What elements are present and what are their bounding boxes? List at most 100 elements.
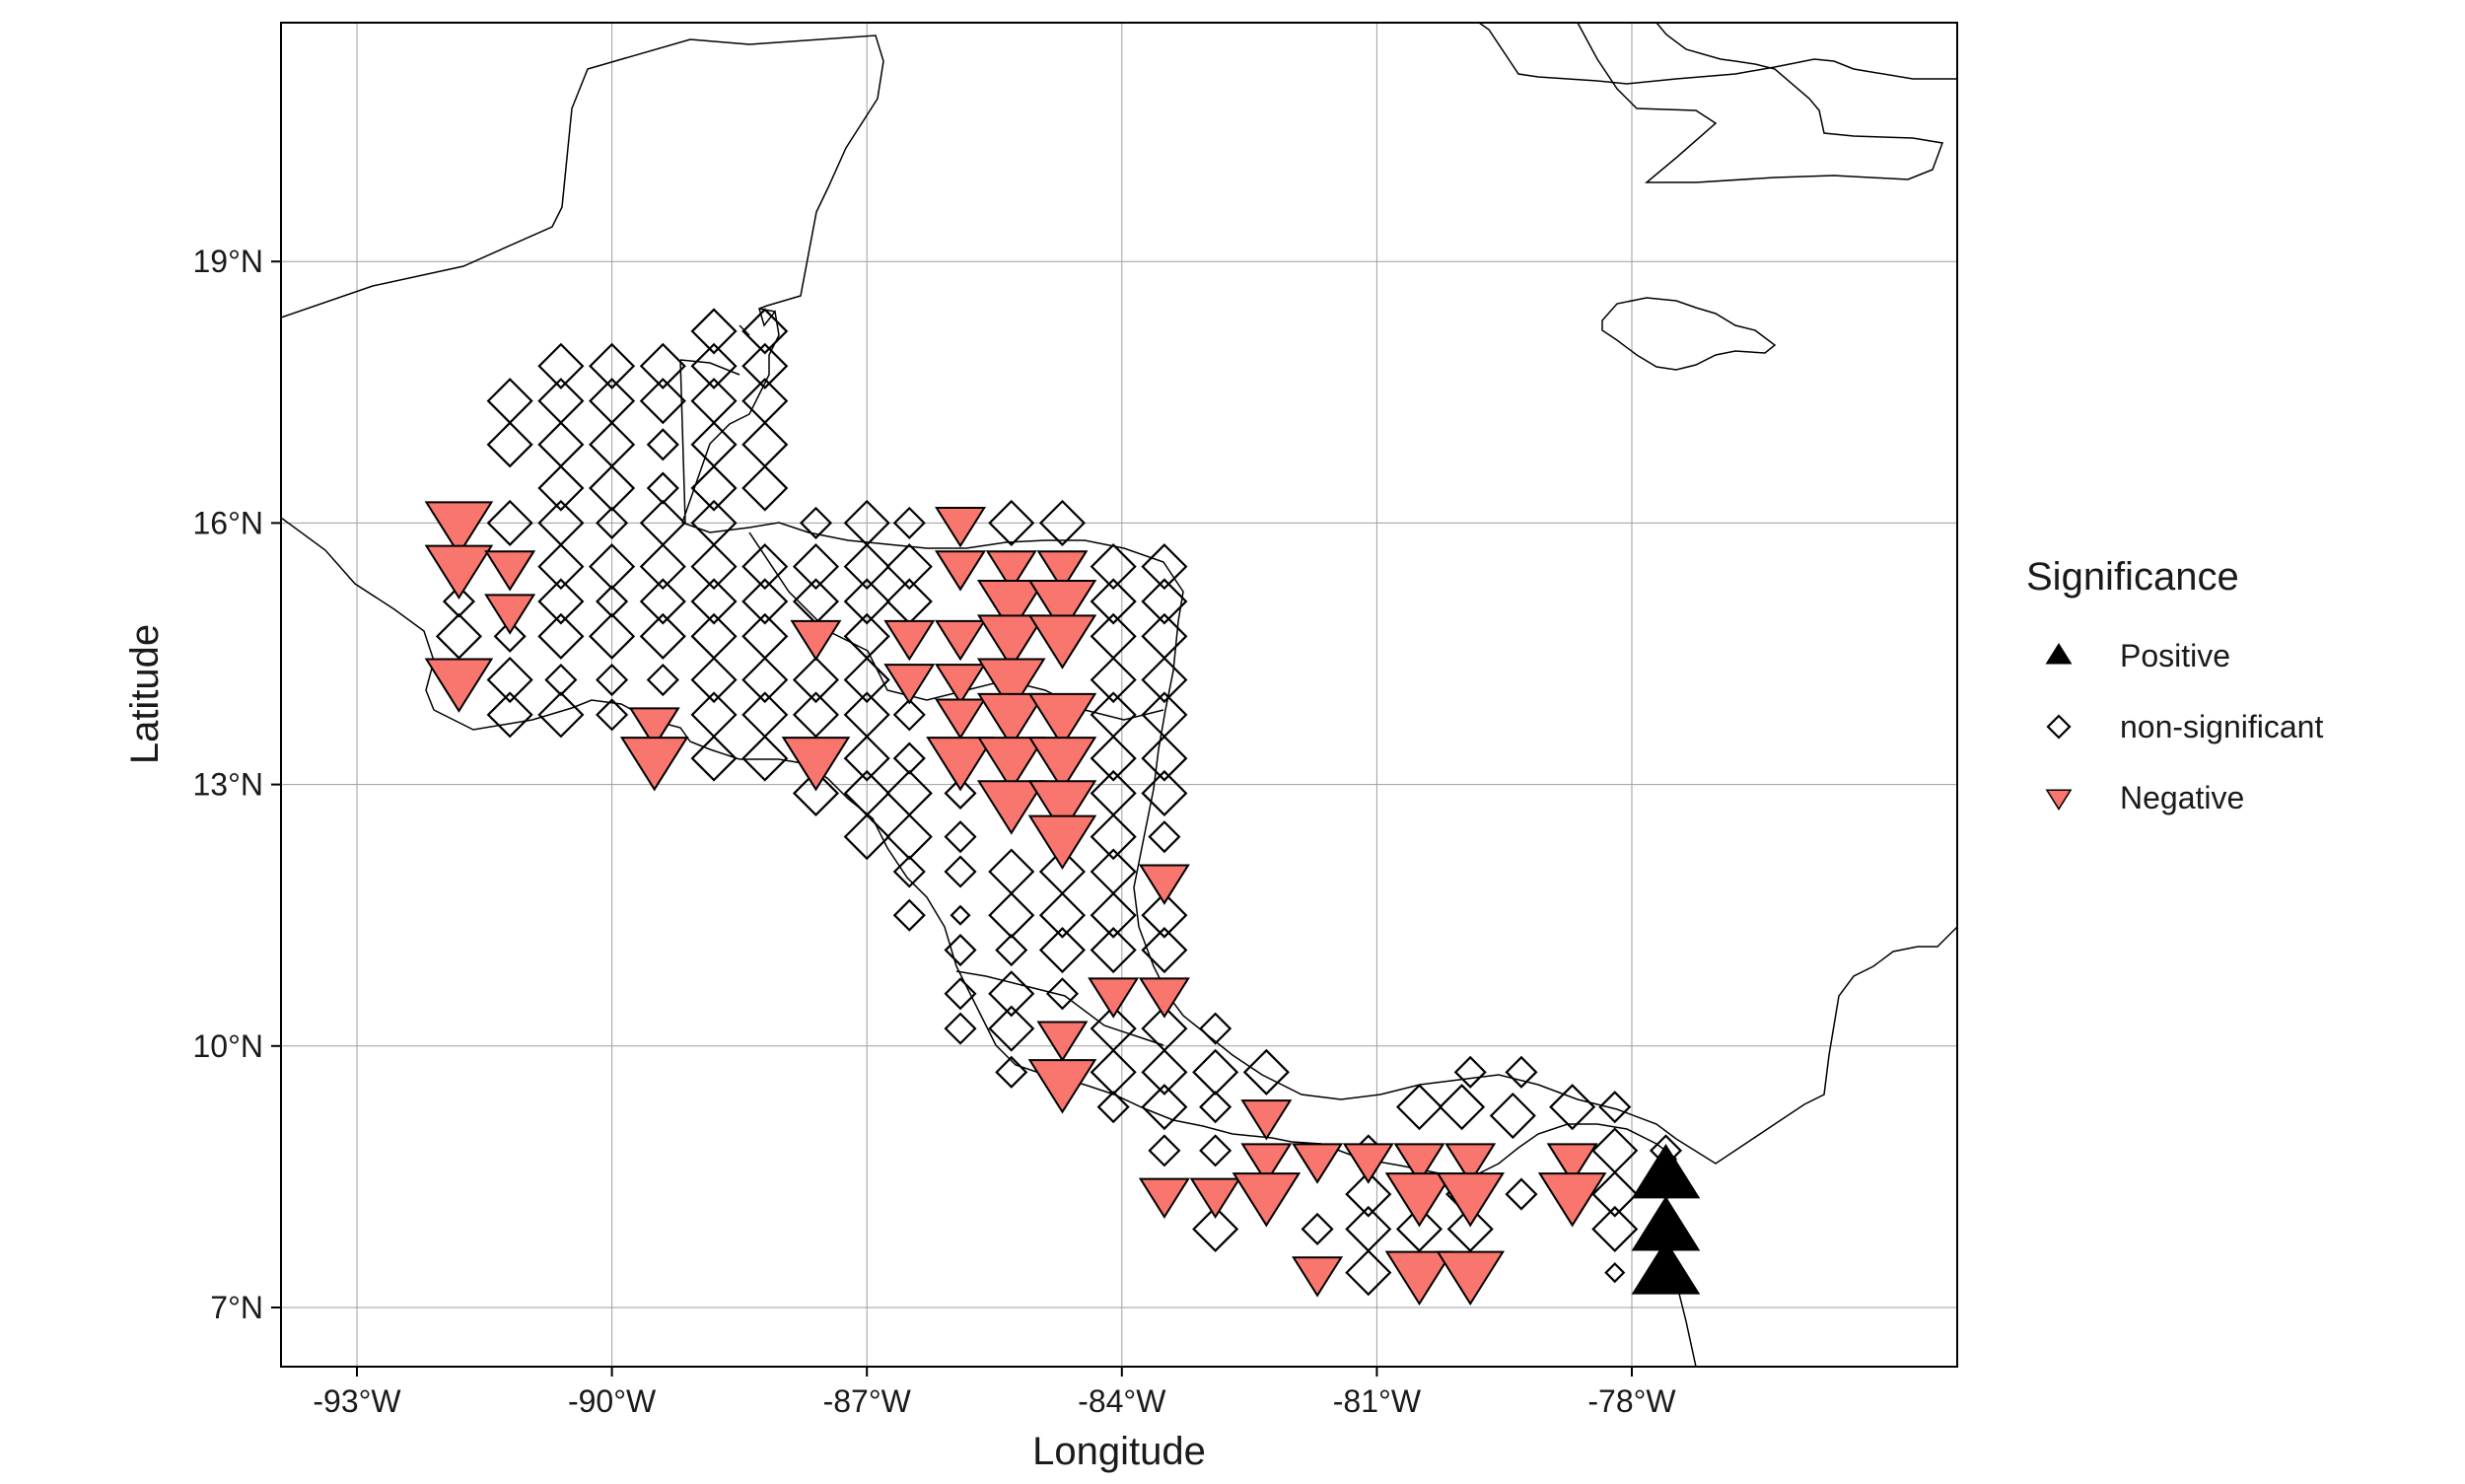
significance-points <box>424 308 1701 1307</box>
non-significant-point <box>944 776 977 810</box>
non-significant-point <box>944 855 977 888</box>
negative-point <box>790 619 842 662</box>
non-significant-point <box>792 656 840 704</box>
negative-point <box>935 698 987 740</box>
plot-panel-border <box>280 22 1958 1368</box>
non-significant-point <box>690 735 738 782</box>
non-significant-point <box>944 1012 977 1045</box>
series-negative <box>424 501 1607 1307</box>
negative-point <box>935 550 987 592</box>
negative-point <box>1027 1059 1097 1114</box>
negative-point <box>926 737 995 792</box>
y-axis-title: Latitude <box>123 624 167 764</box>
series-positive <box>1631 1144 1701 1295</box>
negative-point <box>1292 1256 1344 1298</box>
positive-point <box>1631 1239 1701 1295</box>
non-significant-point <box>1045 977 1080 1011</box>
non-significant-point <box>690 578 738 625</box>
legend-title: Significance <box>2026 555 2239 599</box>
negative-point <box>1393 1143 1445 1184</box>
non-significant-point <box>988 970 1035 1018</box>
y-tick-label: 13°N <box>193 767 264 803</box>
negative-point <box>1342 1143 1394 1184</box>
negative-point <box>976 658 1046 713</box>
negative-point <box>935 507 987 548</box>
non-significant-point <box>596 585 629 618</box>
non-significant-point <box>799 506 833 539</box>
negative-point <box>1384 1172 1454 1228</box>
non-significant-point <box>741 735 789 782</box>
mexico-pacific-coastline <box>281 517 435 711</box>
non-significant-point <box>596 698 629 732</box>
negative-point <box>883 619 936 662</box>
non-significant-point <box>892 742 926 775</box>
non-significant-point <box>1038 927 1087 974</box>
non-significant-point <box>690 464 738 512</box>
negative-point <box>976 614 1046 670</box>
non-significant-point <box>1505 1055 1538 1089</box>
non-significant-point <box>435 612 482 660</box>
non-significant-point <box>892 898 926 932</box>
non-significant-point <box>544 663 578 697</box>
non-significant-point <box>885 543 933 591</box>
non-significant-point <box>1395 1205 1444 1252</box>
legend-key-negative <box>2045 789 2073 811</box>
non-significant-point <box>1096 1091 1130 1124</box>
negative-point <box>1546 1143 1598 1184</box>
negative-point <box>424 658 494 713</box>
legend-label: non-significant <box>2120 709 2323 744</box>
non-significant-point <box>486 421 533 468</box>
non-significant-point <box>1199 1012 1232 1045</box>
non-significant-point <box>537 578 585 625</box>
negative-point <box>484 594 536 635</box>
non-significant-point <box>442 585 475 618</box>
non-significant-point <box>493 619 527 653</box>
non-significant-point <box>1591 1170 1639 1218</box>
non-significant-point <box>1090 891 1137 939</box>
negative-point <box>935 664 987 705</box>
non-significant-point <box>639 578 686 625</box>
non-significant-point <box>537 464 585 512</box>
non-significant-point <box>843 656 890 704</box>
non-significant-point <box>537 342 585 389</box>
non-significant-point <box>792 691 840 739</box>
colombia-coastline <box>1675 926 1957 1165</box>
non-significant-point <box>1199 1134 1232 1167</box>
legend-label: Positive <box>2120 638 2230 673</box>
legend-key-non-significant <box>2046 714 2072 740</box>
non-significant-point <box>885 813 933 861</box>
non-significant-point <box>1141 1084 1188 1131</box>
non-significant-point <box>1199 1091 1232 1124</box>
x-tick-label: -87°W <box>823 1383 912 1419</box>
y-axis-ticks: 7°N 10°N 13°N 16°N 19°N <box>193 244 281 1325</box>
non-significant-point <box>1090 813 1137 861</box>
non-significant-point <box>843 813 890 861</box>
non-significant-point <box>843 735 890 782</box>
negative-point <box>484 550 536 592</box>
non-significant-point <box>1141 735 1188 782</box>
negative-point <box>1027 737 1097 792</box>
negative-point <box>1537 1172 1607 1228</box>
non-significant-point <box>944 820 977 854</box>
negative-point <box>1036 1021 1089 1062</box>
non-significant-point <box>950 904 971 926</box>
non-significant-point <box>944 977 977 1011</box>
non-significant-point <box>486 499 533 546</box>
non-significant-point <box>1505 1177 1538 1211</box>
non-significant-point <box>1598 1091 1632 1124</box>
non-significant-point <box>690 342 738 389</box>
non-significant-point <box>646 428 679 461</box>
non-significant-point <box>1604 1262 1626 1284</box>
y-tick-label: 7°N <box>210 1290 263 1325</box>
non-significant-point <box>1090 543 1137 591</box>
x-tick-label: -78°W <box>1587 1383 1676 1419</box>
negative-point <box>1436 1250 1506 1307</box>
non-significant-point <box>995 1055 1028 1089</box>
non-significant-point <box>1192 1048 1239 1095</box>
non-significant-point <box>639 378 686 425</box>
negative-point <box>1138 864 1190 905</box>
non-significant-point <box>1141 1048 1188 1095</box>
non-significant-point <box>741 656 789 704</box>
x-tick-label: -93°W <box>313 1383 401 1419</box>
non-significant-point <box>537 612 585 660</box>
